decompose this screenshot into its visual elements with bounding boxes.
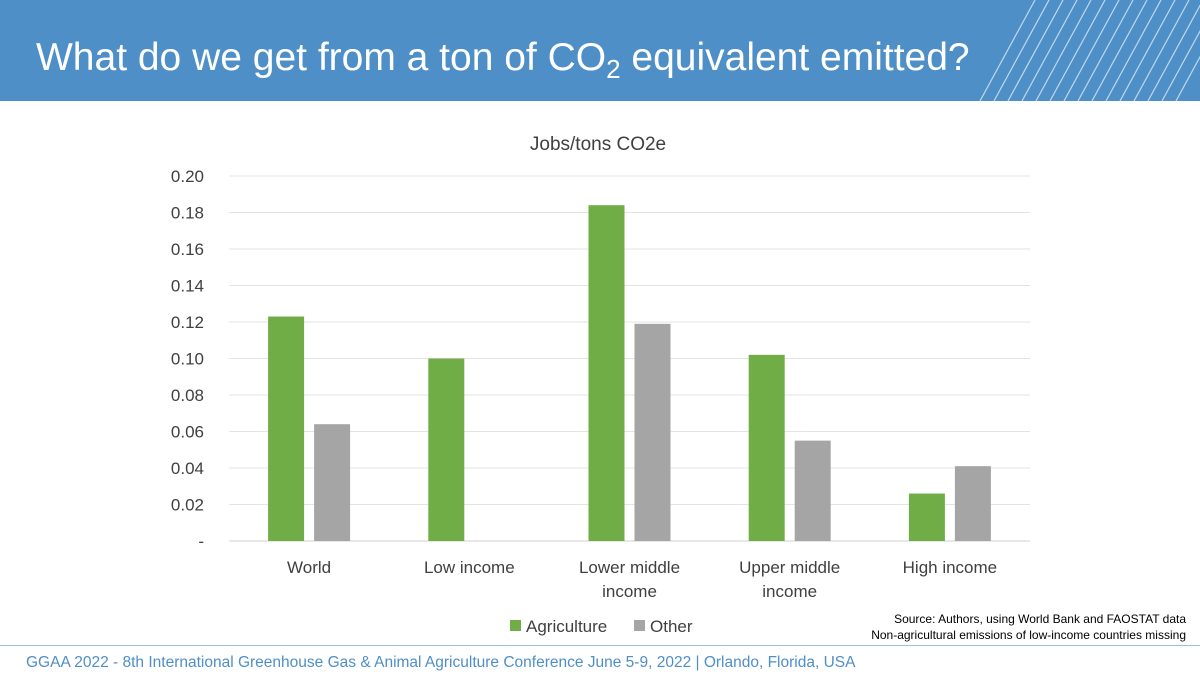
source-note: Source: Authors, using World Bank and FA… — [871, 611, 1186, 643]
y-tick-label: - — [198, 532, 204, 551]
conference-footer: GGAA 2022 - 8th International Greenhouse… — [26, 654, 856, 671]
x-category-label: World — [287, 558, 331, 577]
bar-agriculture — [268, 316, 305, 541]
legend-label: Other — [650, 617, 693, 636]
x-category-label: Low income — [424, 558, 515, 577]
legend-swatch-other — [634, 620, 645, 631]
x-category-label: Upper middle income — [739, 558, 840, 601]
bar-other — [314, 424, 351, 541]
bar-other — [954, 466, 991, 541]
legend-label: Agriculture — [526, 617, 607, 636]
y-tick-label: 0.16 — [171, 240, 204, 259]
chart-title: Jobs/tons CO2e — [530, 134, 666, 155]
y-tick-label: 0.04 — [171, 459, 204, 478]
y-tick-label: 0.20 — [171, 167, 204, 186]
legend-swatch-agriculture — [510, 620, 521, 631]
y-tick-label: 0.10 — [171, 350, 204, 369]
x-category-label: High income — [903, 558, 998, 577]
x-category-label: Lower middle income — [579, 558, 680, 601]
bar-agriculture — [908, 493, 945, 541]
slide-header: What do we get from a ton of CO2 equival… — [0, 0, 1200, 101]
bar-agriculture — [428, 358, 465, 541]
y-tick-label: 0.14 — [171, 277, 204, 296]
source-line: Source: Authors, using World Bank and FA… — [894, 612, 1186, 626]
y-tick-label: 0.06 — [171, 423, 204, 442]
header-hatch-decoration — [979, 0, 1200, 101]
bar-chart: Jobs/tons CO2e - 0.02 0.04 0.06 0.08 0.10 0.12… — [171, 134, 1030, 636]
bar-agriculture — [588, 205, 625, 541]
y-tick-label: 0.08 — [171, 386, 204, 405]
bar-other — [634, 323, 671, 541]
slide-title: What do we get from a ton of CO2 equival… — [36, 36, 970, 84]
y-tick-label: 0.18 — [171, 204, 204, 223]
footer-divider — [0, 645, 1200, 646]
y-tick-label: 0.02 — [171, 496, 204, 515]
bar-agriculture — [748, 354, 785, 541]
missing-data-note: Non-agricultural emissions of low-income… — [871, 628, 1186, 642]
y-tick-label: 0.12 — [171, 313, 204, 332]
bar-other — [794, 440, 831, 541]
